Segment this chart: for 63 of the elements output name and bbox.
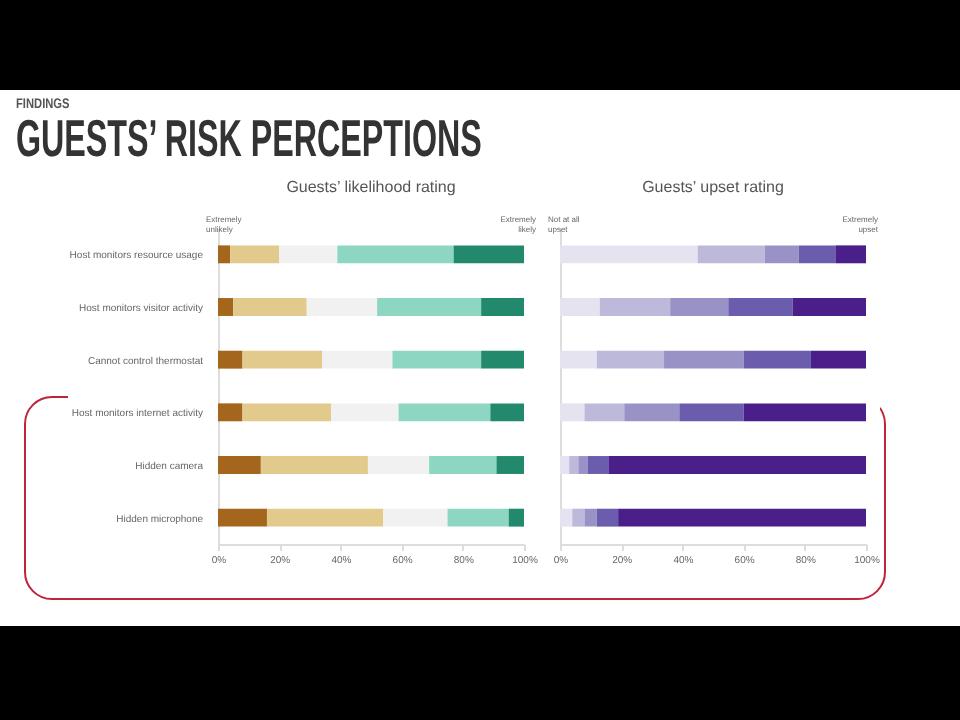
bar bbox=[218, 245, 231, 264]
bar bbox=[664, 350, 744, 369]
bar bbox=[490, 403, 524, 422]
bar bbox=[266, 508, 384, 527]
bar bbox=[218, 403, 243, 422]
bar bbox=[453, 245, 524, 264]
bar bbox=[481, 350, 524, 369]
bar bbox=[496, 456, 524, 474]
bar bbox=[670, 298, 729, 316]
bar bbox=[218, 508, 267, 527]
bar bbox=[367, 456, 430, 474]
bar bbox=[584, 403, 625, 422]
text: GUESTS’ RISK PERCEPTIONS bbox=[16, 108, 482, 168]
bar bbox=[792, 298, 866, 316]
bar bbox=[587, 456, 609, 474]
bar bbox=[331, 403, 399, 422]
bar bbox=[560, 298, 600, 316]
bar bbox=[697, 245, 766, 264]
bar bbox=[743, 403, 866, 422]
bar bbox=[624, 403, 680, 422]
bar bbox=[429, 456, 497, 474]
chart-title: Guests’ likelihood rating bbox=[286, 178, 456, 196]
bar bbox=[743, 350, 811, 369]
bar bbox=[578, 456, 588, 474]
bar bbox=[398, 403, 491, 422]
bar bbox=[279, 245, 338, 264]
bar bbox=[322, 350, 393, 369]
bar bbox=[560, 456, 570, 474]
bar bbox=[508, 508, 524, 527]
bar bbox=[230, 245, 280, 264]
bar bbox=[560, 245, 698, 264]
bar bbox=[679, 403, 744, 422]
bar bbox=[337, 245, 454, 264]
bar bbox=[618, 508, 866, 527]
bar bbox=[599, 298, 671, 316]
bar bbox=[798, 245, 836, 264]
bar bbox=[596, 350, 665, 369]
bar bbox=[608, 456, 866, 474]
bar bbox=[242, 350, 323, 369]
bar bbox=[306, 298, 378, 316]
bar bbox=[218, 298, 234, 316]
bar bbox=[765, 245, 799, 264]
bar bbox=[835, 245, 866, 264]
bar bbox=[383, 508, 448, 527]
bar bbox=[584, 508, 597, 527]
bar bbox=[596, 508, 619, 527]
bar bbox=[218, 456, 261, 474]
bar bbox=[560, 403, 585, 422]
bar bbox=[481, 298, 524, 316]
bar bbox=[218, 350, 243, 369]
bar bbox=[447, 508, 509, 527]
bar bbox=[569, 456, 579, 474]
bar bbox=[377, 298, 482, 316]
bar bbox=[728, 298, 793, 316]
bar bbox=[560, 508, 573, 527]
bar bbox=[233, 298, 307, 316]
bar bbox=[560, 350, 597, 369]
bar bbox=[242, 403, 332, 422]
bar bbox=[260, 456, 368, 474]
bar bbox=[572, 508, 585, 527]
bar bbox=[810, 350, 866, 369]
chart-title: Guests’ upset rating bbox=[642, 178, 784, 196]
bar bbox=[392, 350, 482, 369]
